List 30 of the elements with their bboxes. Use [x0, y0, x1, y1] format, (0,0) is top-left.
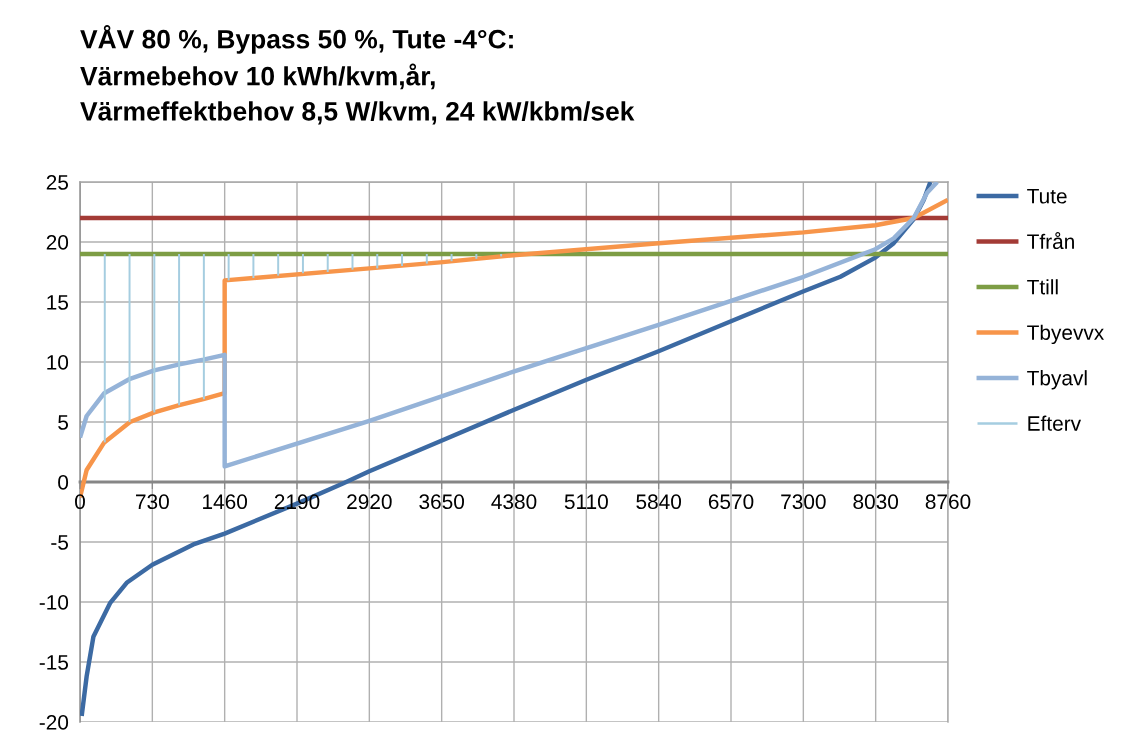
y-tick-label: 10	[47, 355, 69, 370]
legend-label: Efterv	[1028, 415, 1082, 431]
x-tick-label: 730	[136, 494, 169, 510]
legend-label: Tfrån	[1027, 232, 1074, 250]
legend-label: Ttill	[1027, 279, 1058, 295]
y-tick-label: 5	[58, 415, 69, 430]
y-tick-label: -20	[39, 715, 69, 730]
x-tick-label: 8030	[853, 494, 899, 510]
x-tick-label: 1460	[203, 494, 248, 510]
x-tick-label: 2920	[347, 494, 392, 510]
legend-label: Tute	[1027, 189, 1067, 204]
legend-label: Tbyavl	[1027, 370, 1087, 390]
y-tick-label: 20	[46, 235, 69, 250]
x-tick-label: 6570	[708, 494, 754, 510]
y-tick-label: 0	[58, 475, 69, 490]
x-tick-label: 5110	[564, 494, 608, 510]
x-tick-label: 3650	[419, 494, 465, 510]
x-tick-label: 0	[75, 494, 85, 510]
y-tick-label: -10	[39, 595, 69, 610]
y-tick-label: 15	[47, 295, 69, 310]
y-tick-label: 25	[46, 175, 69, 190]
x-tick-label: 4380	[491, 494, 537, 510]
x-tick-label: 8760	[925, 494, 971, 510]
chart-title: VÅV 80 %, Bypass 50 %, Tute -4°C: Värmebehov 10 kWh/kvm,år, Värmeffektbehov 8,5 W/kvm, 24 kW/kbm/sek	[80, 25, 635, 125]
y-tick-label: -5	[51, 535, 69, 550]
line-series	[80, 182, 940, 469]
x-tick-label: 7300	[781, 494, 826, 510]
legend-label: Tbyevvx	[1027, 324, 1105, 345]
x-tick-label: 5840	[636, 494, 682, 510]
y-tick-label: -15	[39, 655, 69, 670]
